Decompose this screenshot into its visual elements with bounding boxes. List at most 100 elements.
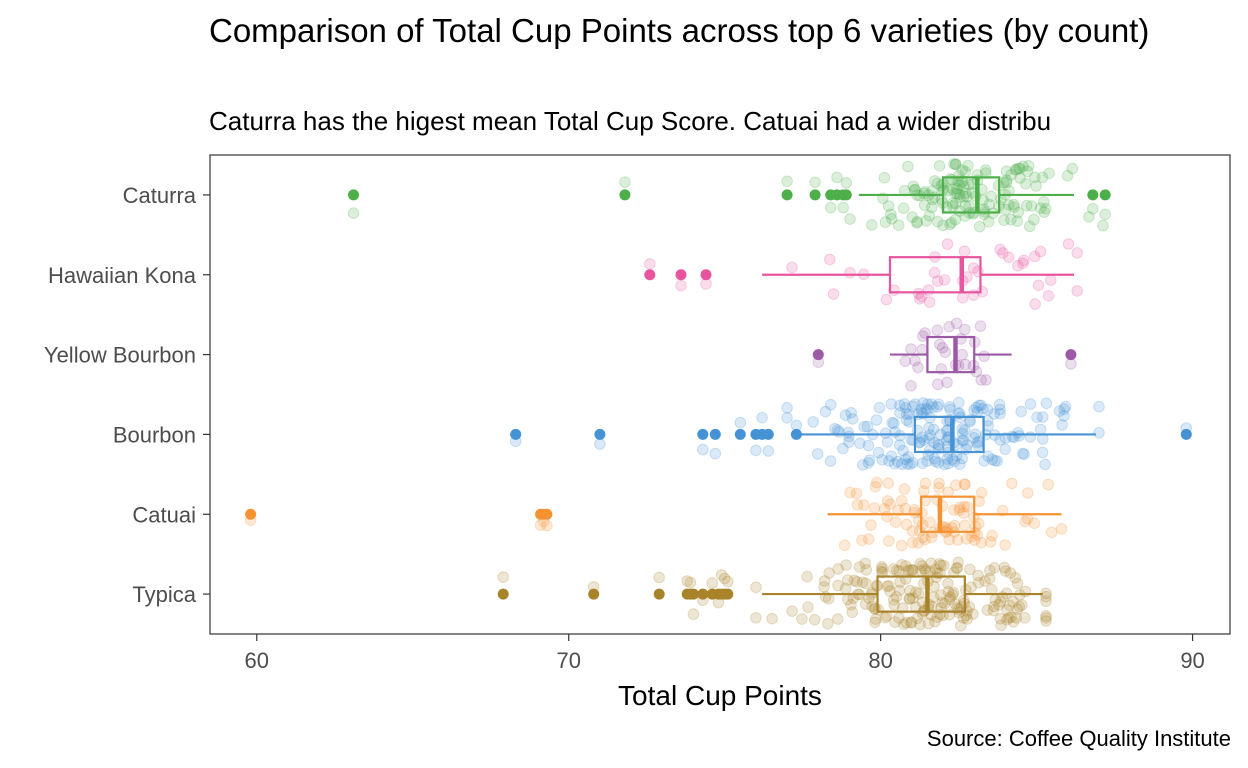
jitter-point-caturra — [949, 187, 961, 199]
jitter-point-caturra — [953, 179, 965, 192]
jitter-point-hawaiian-kona — [967, 262, 980, 274]
jitter-point-hawaiian-kona — [827, 288, 840, 300]
jitter-point-bourbon — [895, 458, 908, 470]
jitter-point-yellow-bourbon — [936, 342, 949, 354]
jitter-point-typica — [684, 576, 697, 589]
jitter-point-yellow-bourbon — [939, 346, 952, 359]
jitter-point-typica — [887, 594, 900, 606]
jitter-point-bourbon — [899, 453, 912, 466]
jitter-point-catuai — [999, 539, 1011, 551]
jitter-point-caturra — [931, 215, 944, 228]
jitter-point-bourbon — [1024, 398, 1037, 410]
jitter-point-catuai — [906, 525, 919, 537]
jitter-point-catuai — [1019, 515, 1031, 528]
jitter-point-catuai — [1045, 526, 1058, 539]
jitter-point-caturra — [1083, 211, 1095, 223]
jitter-point-bourbon — [925, 398, 938, 410]
jitter-point-catuai — [850, 487, 863, 500]
panel-border — [209, 154, 1231, 635]
x-tick-label-90: 90 — [1180, 648, 1204, 673]
jitter-point-typica — [1002, 612, 1015, 624]
jitter-point-caturra — [1000, 176, 1013, 189]
jitter-point-typica — [999, 565, 1012, 577]
jitter-point-typica — [998, 561, 1011, 574]
jitter-point-bourbon — [941, 453, 954, 465]
jitter-point-typica — [964, 563, 976, 576]
jitter-point-caturra — [882, 200, 895, 212]
jitter-point-bourbon — [938, 458, 951, 471]
jitter-point-typica — [951, 562, 964, 574]
jitter-point-typica — [718, 572, 731, 585]
jitter-point-bourbon — [923, 422, 935, 434]
outlier-typica — [697, 588, 709, 600]
outlier-typica — [653, 588, 665, 600]
box-yellow-bourbon — [926, 335, 976, 374]
jitter-point-caturra — [1025, 200, 1038, 212]
jitter-point-bourbon — [1037, 411, 1049, 423]
chart-title-text: Comparison of Total Cup Points across to… — [209, 12, 1150, 49]
jitter-point-typica — [848, 574, 861, 587]
jitter-point-caturra — [911, 217, 923, 229]
outlier-typica — [497, 588, 509, 600]
jitter-point-catuai — [919, 477, 932, 490]
jitter-point-caturra — [1029, 171, 1041, 184]
jitter-point-catuai — [912, 537, 925, 549]
jitter-point-catuai — [906, 536, 919, 549]
jitter-point-caturra — [954, 191, 966, 203]
jitter-point-bourbon — [928, 437, 940, 449]
jitter-point-bourbon — [900, 408, 913, 421]
jitter-point-hawaiian-kona — [1012, 259, 1024, 272]
jitter-point-typica — [906, 564, 919, 576]
jitter-point-catuai — [952, 534, 964, 546]
jitter-point-bourbon — [824, 455, 837, 467]
jitter-point-typica — [930, 563, 942, 576]
jitter-point-caturra — [1003, 185, 1015, 197]
jitter-point-catuai — [961, 501, 974, 513]
jitter-point-catuai — [541, 519, 553, 532]
jitter-point-typica — [860, 564, 873, 576]
jitter-point-hawaiian-kona — [923, 296, 936, 308]
jitter-point-bourbon — [946, 453, 959, 466]
jitter-point-bourbon — [709, 447, 722, 460]
jitter-point-bourbon — [824, 398, 837, 411]
jitter-point-typica — [1040, 590, 1052, 603]
jitter-point-bourbon — [881, 436, 894, 448]
jitter-point-typica — [927, 591, 940, 604]
jitter-point-bourbon — [942, 457, 954, 470]
jitter-point-catuai — [869, 481, 882, 493]
jitter-point-typica — [796, 613, 808, 625]
y-tick-label-hawaiian-kona: Hawaiian Kona — [48, 263, 197, 288]
jitter-point-typica — [1001, 604, 1013, 616]
jitter-point-catuai — [881, 510, 893, 523]
jitter-point-typica — [883, 580, 895, 592]
jitter-point-typica — [884, 585, 896, 597]
jitter-point-caturra — [926, 201, 938, 214]
jitter-point-bourbon — [923, 432, 936, 445]
jitter-point-typica — [902, 564, 915, 577]
jitter-point-bourbon — [843, 436, 855, 448]
jitter-point-bourbon — [944, 403, 956, 416]
jitter-point-catuai — [883, 535, 895, 547]
jitter-point-typica — [979, 575, 991, 587]
jitter-point-typica — [1011, 577, 1024, 590]
jitter-point-bourbon — [1040, 397, 1053, 410]
jitter-point-catuai — [844, 486, 856, 499]
jitter-point-yellow-bourbon — [899, 355, 912, 368]
jitter-point-typica — [1003, 599, 1016, 612]
jitter-point-caturra — [933, 160, 946, 172]
jitter-point-bourbon — [873, 401, 886, 414]
jitter-point-catuai — [975, 486, 988, 499]
jitter-point-typica — [845, 599, 857, 611]
jitter-point-yellow-bourbon — [950, 317, 963, 330]
jitter-point-caturra — [920, 215, 933, 227]
jitter-point-bourbon — [898, 398, 911, 410]
jitter-point-bourbon — [988, 408, 1001, 420]
jitter-point-bourbon — [1053, 405, 1066, 417]
jitter-point-catuai — [1028, 517, 1041, 530]
jitter-point-typica — [832, 613, 844, 625]
jitter-point-catuai — [892, 504, 905, 517]
jitter-point-caturra — [1030, 180, 1042, 192]
jitter-point-typica — [993, 598, 1005, 611]
jitter-point-typica — [1040, 595, 1052, 608]
jitter-point-bourbon — [876, 454, 889, 466]
